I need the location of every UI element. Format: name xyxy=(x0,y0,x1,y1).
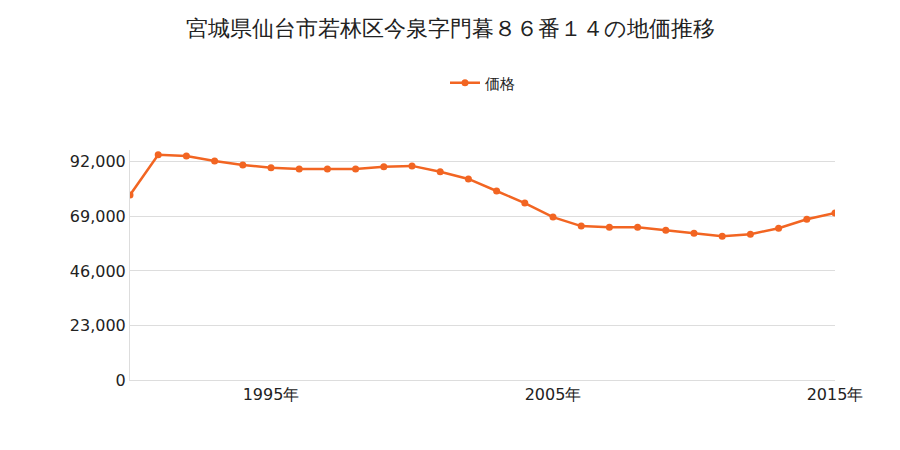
svg-text:価格: 価格 xyxy=(485,75,515,93)
svg-text:2015年: 2015年 xyxy=(807,385,864,404)
svg-text:23,000: 23,000 xyxy=(70,316,126,335)
svg-text:0: 0 xyxy=(116,371,126,390)
svg-text:46,000: 46,000 xyxy=(70,262,126,281)
svg-text:92,000: 92,000 xyxy=(70,152,126,171)
svg-text:1995年: 1995年 xyxy=(243,385,300,404)
svg-text:69,000: 69,000 xyxy=(70,207,126,226)
svg-text:宮城県仙台市若林区今泉字門暮８６番１４の地価推移: 宮城県仙台市若林区今泉字門暮８６番１４の地価推移 xyxy=(186,16,715,41)
svg-text:2005年: 2005年 xyxy=(525,385,582,404)
